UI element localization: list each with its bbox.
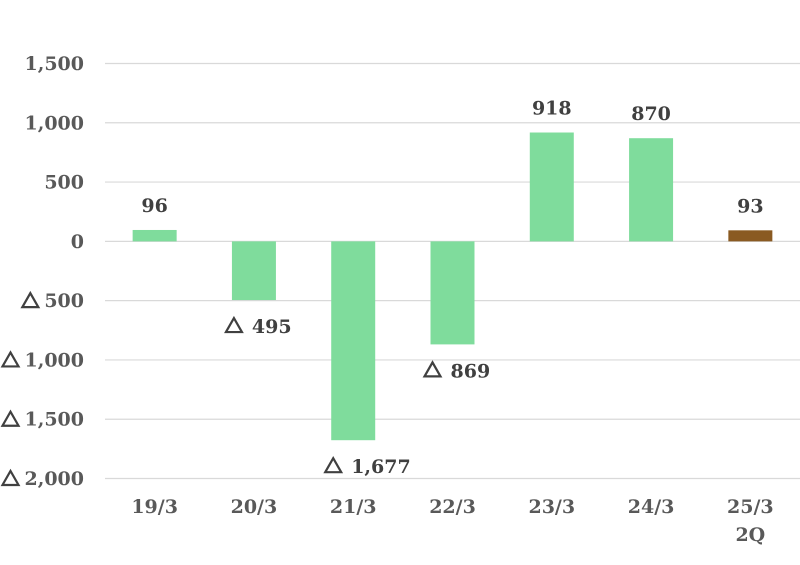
- data-label: 870: [631, 103, 671, 125]
- x-tick-label: 2Q: [735, 524, 765, 546]
- x-tick-label: 23/3: [528, 496, 575, 518]
- bar: [629, 138, 674, 242]
- y-tick-label: 1,500: [25, 53, 85, 75]
- data-label: 495: [252, 316, 292, 338]
- x-tick-label: 21/3: [330, 496, 377, 518]
- y-tick-label: 500: [44, 172, 84, 194]
- y-axis-ticks: 1,500 1,000 500 0 500 1,000 1,500 2,000: [0, 53, 85, 490]
- triangle-icon: [0, 468, 21, 487]
- x-tick-label: 22/3: [429, 496, 476, 518]
- y-tick-label: 0: [71, 231, 84, 253]
- x-axis-ticks: 19/3 20/3 21/3 22/3 23/3 24/3 25/3 2Q: [131, 496, 773, 546]
- bar: [132, 229, 177, 242]
- y-tick-label: 1,000: [25, 349, 85, 371]
- triangle-icon: [0, 409, 21, 427]
- triangle-icon: [20, 290, 41, 309]
- triangle-icon: [422, 360, 443, 378]
- bar: [430, 241, 475, 345]
- triangle-icon: [0, 350, 21, 368]
- y-tick-label: 2,000: [25, 468, 85, 490]
- data-label: 1,677: [351, 456, 411, 478]
- data-label: 918: [532, 98, 572, 120]
- data-label: 869: [451, 360, 491, 382]
- bars: [132, 132, 773, 441]
- bar: [231, 241, 276, 301]
- data-labels: 96 495 1,677 869 918 870 93: [141, 98, 763, 479]
- triangle-icon: [224, 315, 244, 334]
- y-tick-label: 500: [44, 290, 84, 312]
- x-tick-label: 24/3: [628, 496, 675, 518]
- data-label: 93: [737, 195, 763, 217]
- y-tick-label: 1,500: [25, 409, 85, 431]
- data-label: 96: [141, 195, 167, 217]
- triangle-icon: [323, 455, 344, 474]
- x-tick-label: 25/3: [727, 496, 774, 518]
- y-tick-label: 1,000: [25, 112, 85, 134]
- x-tick-label: 19/3: [131, 496, 178, 518]
- bar: [331, 241, 376, 441]
- bar: [728, 230, 773, 242]
- x-tick-label: 20/3: [231, 496, 278, 518]
- bar: [529, 132, 574, 242]
